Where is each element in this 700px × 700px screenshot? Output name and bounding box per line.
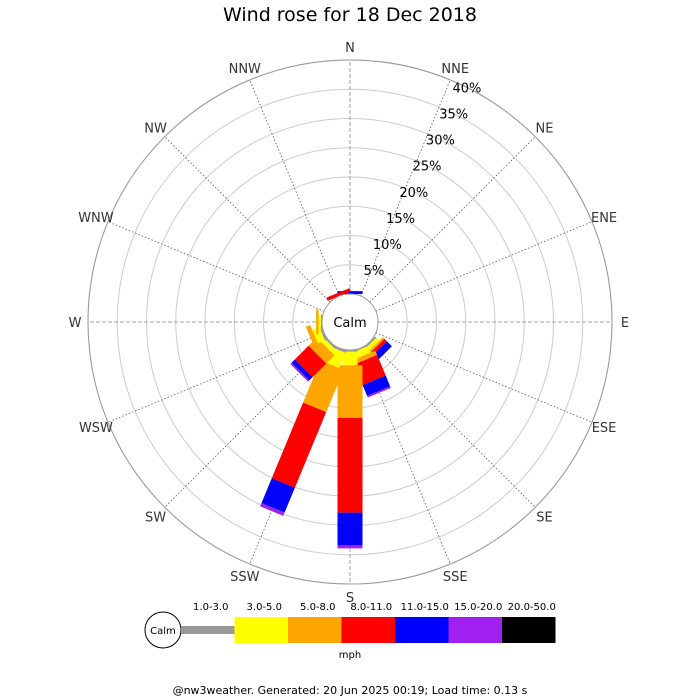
legend-bin-label: 15.0-20.0: [454, 602, 502, 613]
spoke-nw: [164, 136, 331, 303]
legend-bin-label: 8.0-11.0: [350, 602, 392, 613]
bar-segment-sw-3: [294, 345, 327, 378]
bar-segment-wsw-2: [305, 324, 320, 350]
legend-swatch-4: [395, 617, 449, 643]
bar-segment-w-2: [316, 309, 319, 335]
direction-label-ssw: SSW: [230, 570, 260, 585]
direction-label-nne: NNE: [441, 62, 469, 77]
bar-segment-ssw-3: [271, 402, 327, 488]
legend-bin-label: 1.0-3.0: [193, 602, 228, 613]
legend-swatch-0: [181, 626, 235, 634]
bar-segment-sse-2: [352, 350, 378, 365]
spoke-ene: [375, 221, 593, 312]
direction-label-ene: ENE: [591, 211, 617, 226]
legend-calm-label: Calm: [150, 626, 176, 637]
bar-segment-s-2: [337, 365, 363, 418]
bar-segment-se-1: [365, 337, 380, 352]
calm-circle-shape: [321, 293, 379, 351]
direction-label-ne: NE: [535, 122, 553, 137]
spoke-nnw: [249, 79, 340, 297]
direction-label-ese: ESE: [592, 421, 617, 436]
legend-swatch-1: [234, 617, 288, 643]
direction-label-nnw: NNW: [229, 62, 261, 77]
bar-segment-s-0: [342, 350, 358, 352]
spoke-wnw: [107, 221, 325, 312]
percent-labels: 5% 10% 15% 20% 25% 30% 35% 40%: [364, 82, 482, 279]
legend-swatch-3: [341, 617, 395, 643]
footer-text: @nw3weather. Generated: 20 Jun 2025 00:1…: [172, 684, 528, 697]
direction-label-sw: SW: [145, 510, 166, 525]
legend-swatch-2: [288, 617, 342, 643]
bar-segment-sw-1: [320, 337, 335, 352]
bar-segment-s-3: [337, 417, 363, 513]
bar-segment-s-5: [337, 545, 363, 549]
chart-title: Wind rose for 18 Dec 2018: [223, 4, 477, 26]
percent-label: 20%: [399, 186, 428, 201]
direction-label-sse: SSE: [443, 570, 468, 585]
outer-ring: [87, 59, 613, 585]
bar-segment-w-1: [318, 314, 321, 330]
bar-segment-sw-5: [290, 362, 310, 382]
legend-bin-label: 20.0-50.0: [508, 602, 556, 613]
legend-bin-label: 5.0-8.0: [300, 602, 335, 613]
bar-segment-ssw-4: [261, 478, 295, 513]
spoke-ese: [375, 332, 593, 423]
percent-label: 35%: [439, 108, 468, 123]
wind-bars: [260, 288, 392, 549]
bar-segment-ssw-2: [303, 360, 344, 413]
legend-swatch-5: [448, 617, 502, 643]
direction-label-s: S: [346, 591, 354, 606]
legend-bin-label: 3.0-5.0: [247, 602, 282, 613]
percent-label: 30%: [426, 134, 455, 149]
direction-label-se: SE: [536, 510, 552, 525]
bar-segment-s-1: [342, 351, 358, 366]
direction-label-wsw: WSW: [79, 421, 113, 436]
bar-segment-nnw-3: [326, 288, 351, 301]
bar-segment-w-0: [320, 314, 322, 330]
calm-circle: Calm: [321, 293, 379, 351]
percent-label: 10%: [373, 238, 402, 253]
bar-segment-wsw-1: [312, 326, 325, 344]
direction-label-n: N: [345, 41, 355, 56]
legend-swatch-6: [502, 617, 556, 643]
spoke-nne: [360, 79, 451, 297]
percent-label: 25%: [413, 160, 442, 175]
direction-label-e: E: [621, 316, 629, 331]
spoke-se: [369, 341, 536, 508]
bar-segment-sse-1: [354, 346, 371, 359]
direction-labels: N NNE NE ENE E ESE SE SSE S SSW SW WSW W WNW NW NNW: [69, 41, 630, 606]
bar-segment-ssw-5: [260, 503, 285, 516]
bar-segment-sse-4: [362, 375, 391, 396]
direction-label-wnw: WNW: [78, 211, 114, 226]
bar-segment-sw-4: [291, 359, 313, 381]
direction-label-nw: NW: [144, 122, 167, 137]
legend-bin-label: 11.0-15.0: [401, 602, 449, 613]
calm-label: Calm: [333, 316, 366, 331]
percent-label: 40%: [452, 82, 481, 97]
direction-label-w: W: [69, 316, 82, 331]
spoke-ne: [369, 136, 536, 303]
speed-legend: Calm 1.0-3.0 3.0-5.0 5.0-8.0 8.0-11.0 11.0-15…: [144, 602, 556, 661]
percent-label: 5%: [364, 264, 385, 279]
percent-label: 15%: [386, 212, 415, 227]
bar-segment-sse-5: [367, 386, 391, 398]
spoke-wsw: [107, 332, 325, 423]
bar-segment-s-4: [337, 512, 363, 546]
legend-unit-label: mph: [339, 650, 361, 661]
